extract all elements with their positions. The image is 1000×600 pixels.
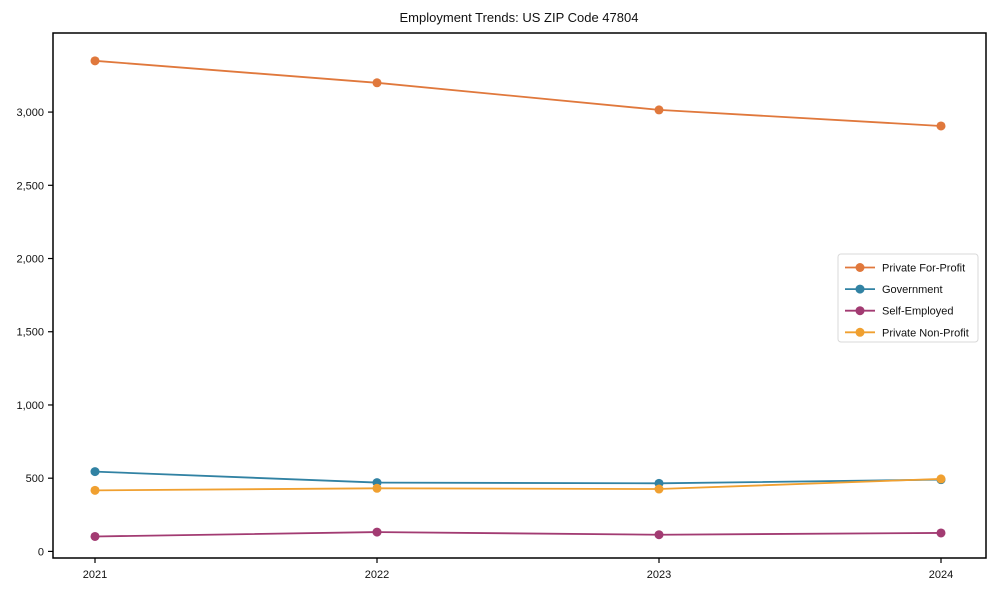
data-point-private-non-profit-2023 (654, 484, 664, 494)
chart-title: Employment Trends: US ZIP Code 47804 (400, 10, 639, 25)
x-tick-label: 2023 (647, 569, 671, 581)
data-point-private-non-profit-2024 (936, 474, 946, 484)
data-point-government-2021 (90, 467, 100, 477)
legend-marker-private-non-profit (855, 327, 865, 337)
data-point-self-employed-2023 (654, 530, 664, 540)
y-tick-label: 2,000 (16, 254, 44, 266)
legend-label-self-employed: Self-Employed (882, 306, 954, 318)
data-point-self-employed-2021 (90, 531, 100, 541)
y-tick-label: 500 (26, 473, 44, 485)
series-line-government (94, 470, 942, 485)
y-tick-label: 0 (38, 546, 44, 558)
data-point-private-non-profit-2022 (372, 483, 382, 493)
data-point-self-employed-2022 (372, 527, 382, 537)
legend-box (837, 253, 979, 343)
legend-label-government: Government (882, 284, 943, 296)
y-tick-label: 2,500 (16, 180, 44, 192)
legend: Private For-Profit Government Self-Employe… (837, 253, 979, 343)
data-point-private-for-profit-2023 (654, 105, 664, 115)
legend-marker-government (855, 284, 865, 294)
axes: 0 500 1,000 1,500 2,000 2,500 3,000 2021 2022 202… (16, 32, 987, 581)
data-point-private-for-profit-2024 (936, 121, 946, 131)
series-line-private-non-profit (94, 478, 942, 492)
series-line-self-employed (94, 531, 942, 538)
legend-label-private-non-profit: Private Non-Profit (882, 327, 969, 339)
legend-marker-private-for-profit (855, 263, 865, 272)
y-tick-label: 3,000 (16, 107, 44, 119)
series-layer (90, 56, 946, 541)
y-tick-label: 1,500 (16, 327, 44, 339)
y-tick-label: 1,000 (16, 400, 44, 412)
plot-frame (52, 32, 987, 559)
x-tick-label: 2022 (365, 569, 389, 581)
data-point-private-for-profit-2021 (90, 56, 100, 66)
data-point-private-for-profit-2022 (372, 78, 382, 88)
data-point-self-employed-2024 (936, 528, 946, 538)
data-point-private-non-profit-2021 (90, 485, 100, 495)
x-tick-label: 2021 (83, 569, 107, 581)
legend-marker-self-employed (855, 306, 865, 316)
x-tick-label: 2024 (929, 569, 953, 581)
series-line-private-for-profit (94, 59, 942, 127)
legend-label-private-for-profit: Private For-Profit (882, 263, 965, 275)
